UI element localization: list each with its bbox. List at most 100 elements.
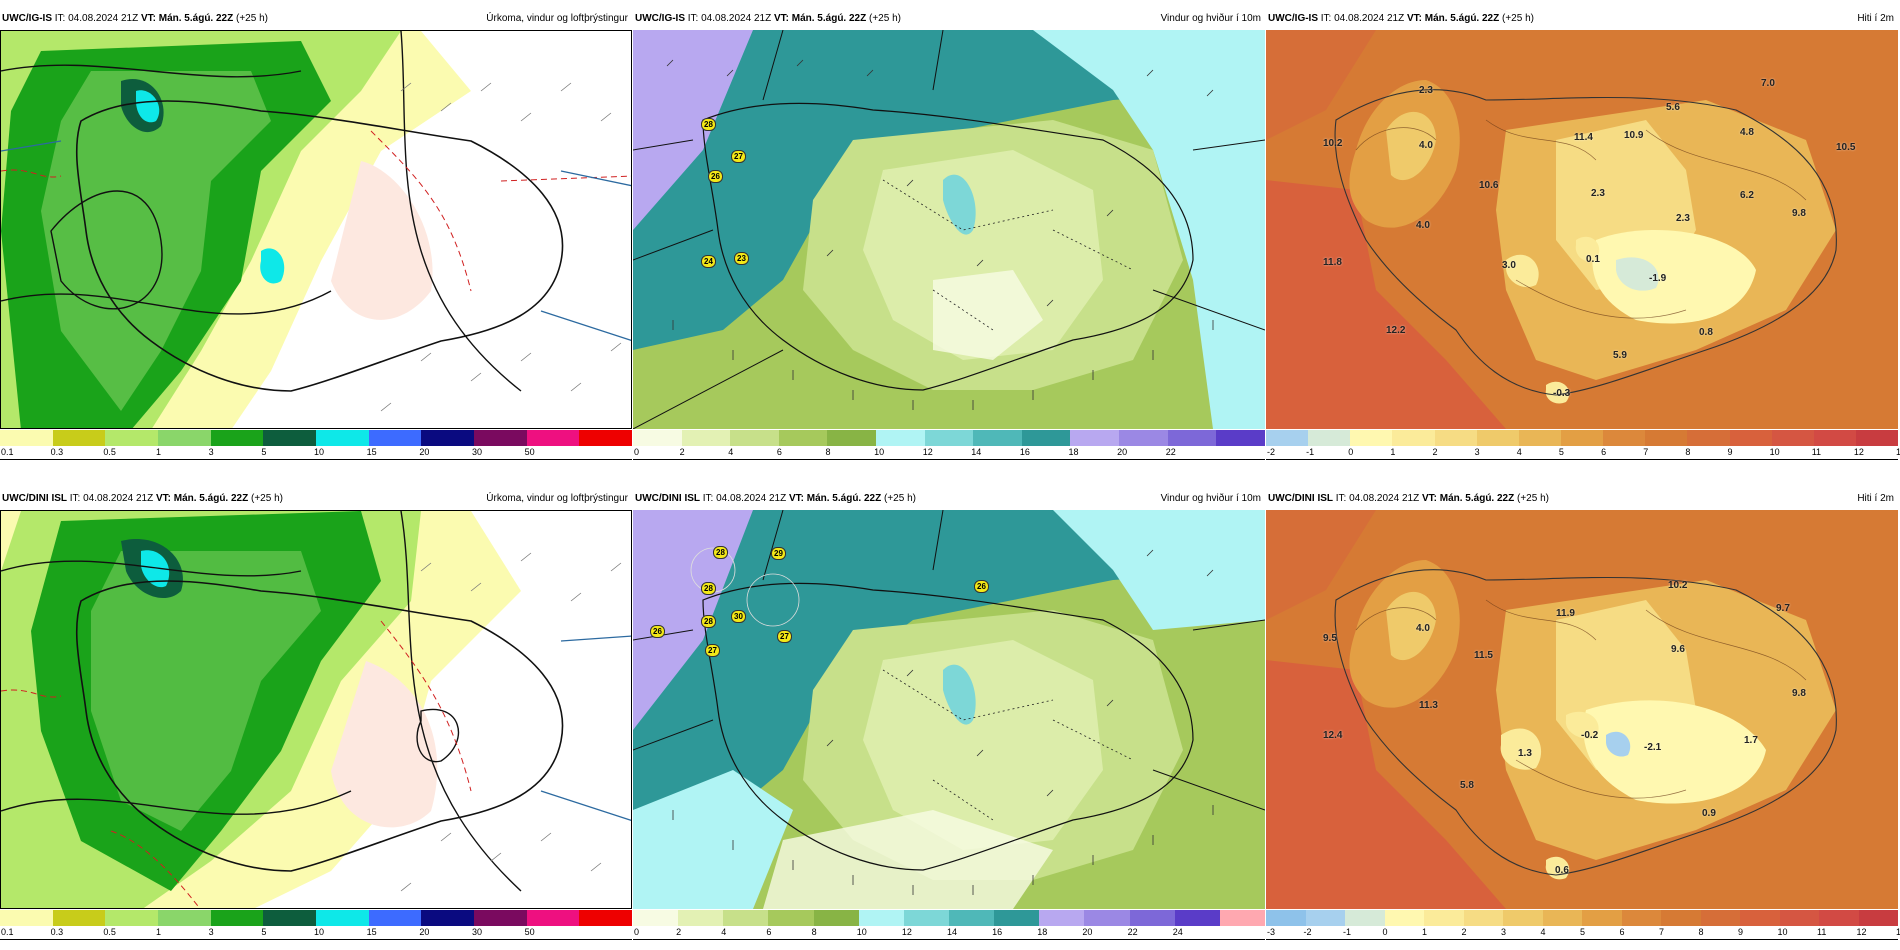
legend-tick-label: 3 [208,927,214,937]
legend-swatch [813,910,859,926]
temperature-value-label: -2.1 [1644,742,1662,753]
vt-value: Mán. 5.ágú. 22Z [1424,13,1500,24]
legend-swatch [1858,910,1898,926]
legend-tick-label: 4 [1516,447,1522,457]
legend-tick-label: 50 [524,927,535,937]
legend-swatch [1350,430,1393,446]
model-name: UWC/DINI ISL [635,493,700,504]
vt-label: VT: [1421,493,1437,504]
legend-swatch [876,430,925,446]
legend-swatch [678,910,724,926]
legend-swatch [158,910,211,926]
legend-tick-label: 2 [676,927,682,937]
lead-time: (+25 h) [251,493,283,504]
model-name: UWC/DINI ISL [1268,493,1333,504]
legend-swatch [1476,430,1519,446]
temperature-value-label: -1.9 [1649,273,1667,284]
temperature-value-label: 11.9 [1556,608,1575,619]
gust-value-label: 27 [731,150,746,163]
legend-tick-label: 1 [156,447,162,457]
legend-wind: 0 2 4 6 8 10 12 14 16 18 20 22 24 [633,910,1265,940]
legend-swatch [1463,910,1503,926]
legend-tick-label: -3 [1267,927,1276,937]
legend-tick-label: 10 [874,447,885,457]
vt-value: Mán. 5.ágú. 22Z [1439,493,1515,504]
legend-swatch [924,430,974,446]
temperature-value-label: 9.8 [1792,688,1806,699]
temperature-value-label: 10.2 [1323,138,1343,149]
legend-tick-label: 1 [1422,927,1428,937]
legend-tick-label: 0.1 [1,927,14,937]
panel-igis-temp: UWC/IG-IS IT: 04.08.2024 21Z VT: Mán. 5.… [1266,10,1900,462]
legend-swatch [1542,910,1582,926]
legend-swatch [0,430,53,446]
model-name: UWC/DINI ISL [2,493,67,504]
temperature-value-label: 11.4 [1574,132,1593,143]
legend-ticks: -2-1012345678910111213 [1266,446,1900,460]
legend-swatch [1308,430,1351,446]
legend-tick-label: 16 [1019,447,1030,457]
map-precip [0,30,632,429]
legend-tick-label: 10 [314,927,325,937]
legend-swatch [52,430,106,446]
legend-swatch [778,430,828,446]
it-label: IT: [1335,493,1347,504]
panel-dini-precip: UWC/DINI ISL IT: 04.08.2024 21Z VT: Mán.… [0,490,633,942]
legend-precip: 0.1 0.3 0.5 1 3 5 10 15 20 30 50 [0,430,633,460]
temperature-value-label: 0.6 [1555,865,1569,876]
vt-value: Mán. 5.ágú. 22Z [806,493,882,504]
legend-swatch [768,910,814,926]
vt-label: VT: [155,493,171,504]
temperature-value-label: 5.8 [1460,780,1474,791]
legend-tick-label: -2 [1303,927,1312,937]
legend-tick-label: 9 [1738,927,1744,937]
it-label: IT: [687,13,699,24]
legend-ticks: -3-2-1012345678910111213 [1266,926,1900,940]
temperature-value-label: 4.0 [1419,140,1433,151]
legend-swatch [633,430,682,446]
temperature-value-label: 0.1 [1586,254,1600,265]
panel-header: UWC/DINI ISL IT: 04.08.2024 21Z VT: Mán.… [1266,490,1898,508]
legend-swatch [681,430,731,446]
legend-swatch [1219,910,1265,926]
legend-swatch [973,430,1022,446]
legend-tick-label: 1 [1390,447,1396,457]
legend-swatch [1070,430,1120,446]
legend-bar [1266,910,1898,926]
legend-swatch [1021,430,1071,446]
legend-tick-label: 8 [825,447,831,457]
lead-time: (+25 h) [236,13,268,24]
legend-precip: 0.1 0.3 0.5 1 3 5 10 15 20 30 50 [0,910,633,940]
legend-swatch [1119,430,1168,446]
temperature-value-label: 2.3 [1676,213,1690,224]
it-value: 04.08.2024 21Z [1349,493,1420,504]
map-wind [633,30,1265,429]
legend-swatch [105,910,159,926]
it-label: IT: [54,13,66,24]
legend-swatch [1661,910,1701,926]
temperature-value-label: -0.3 [1553,388,1571,399]
legend-swatch [1603,430,1646,446]
legend-tick-label: 6 [1619,927,1625,937]
it-value: 04.08.2024 21Z [1334,13,1405,24]
gust-value-label: 26 [708,170,723,183]
legend-bar [633,430,1265,446]
legend-tick-label: 6 [776,447,782,457]
it-label: IT: [1320,13,1332,24]
legend-swatch [1503,910,1543,926]
temperature-value-label: 2.3 [1419,85,1433,96]
legend-tick-label: 8 [1685,447,1691,457]
legend-tick-label: 20 [1082,927,1093,937]
legend-swatch [1384,910,1424,926]
model-name: UWC/IG-IS [1268,13,1318,24]
legend-swatch [994,910,1040,926]
legend-bar [0,430,633,446]
gust-value-label: 26 [974,580,989,593]
panel-igis-wind: UWC/IG-IS IT: 04.08.2024 21Z VT: Mán. 5.… [633,10,1265,462]
legend-swatch [1621,910,1661,926]
panel-title: Úrkoma, vindur og loftþrýstingur [486,493,628,504]
legend-temp: -3-2-1012345678910111213 [1266,910,1900,940]
legend-ticks: 0 2 4 6 8 10 12 14 16 18 20 22 24 [633,926,1265,940]
legend-bar [1266,430,1899,446]
temperature-value-label: 1.3 [1518,748,1532,759]
